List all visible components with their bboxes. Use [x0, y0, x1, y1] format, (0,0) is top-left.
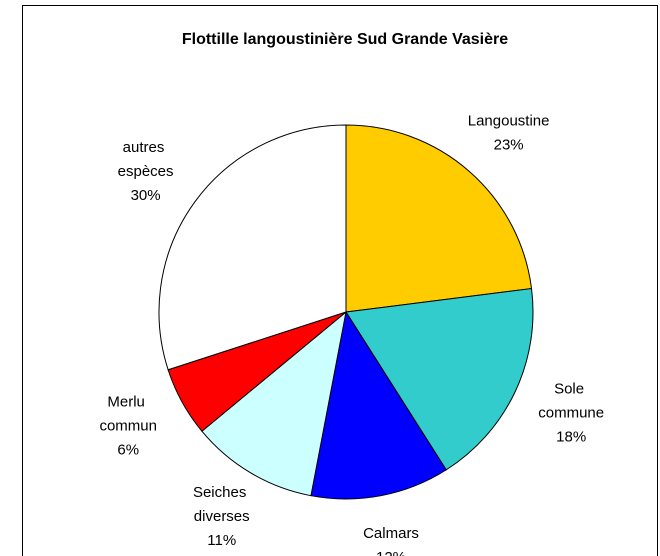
slice-value-label: 23% — [494, 136, 524, 153]
pie-slice — [158, 124, 347, 371]
slice-label: autres espèces — [118, 139, 174, 180]
slice-value-label: 18% — [556, 428, 586, 445]
pie-slice — [345, 124, 533, 313]
slice-label: Langoustine — [468, 112, 550, 129]
slice-label: Merlu commun — [99, 394, 157, 435]
pie-slice — [201, 310, 347, 497]
slice-value-label: 30% — [131, 187, 161, 204]
chart-title: Flottille langoustinière Sud Grande Vasi… — [182, 31, 508, 48]
pie-slice — [310, 310, 447, 500]
slice-value-label: 11% — [207, 532, 236, 549]
slice-value-label: 12% — [376, 549, 406, 556]
slice-value-label: 6% — [117, 442, 139, 459]
slice-label: Seiches diverses — [193, 484, 251, 525]
slice-label: Sole commune — [538, 380, 604, 421]
slice-label: Calmars — [363, 525, 419, 542]
pie-slice — [345, 288, 534, 471]
